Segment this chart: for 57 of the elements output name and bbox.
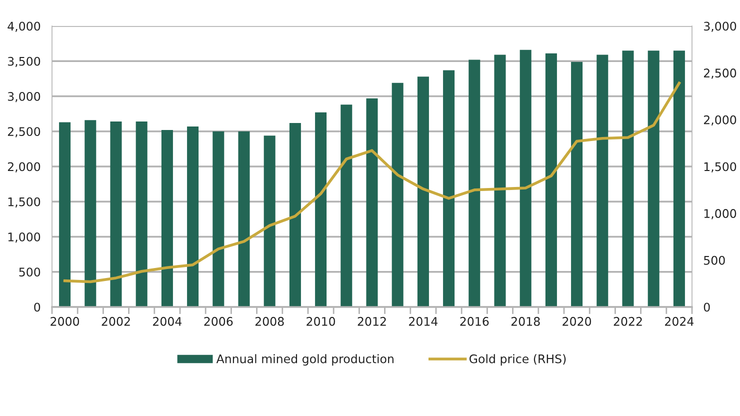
y2-tick-label: 2,500 <box>704 68 736 79</box>
bar <box>443 70 455 307</box>
bar <box>673 50 685 307</box>
y-tick-label: 1,500 <box>8 197 40 208</box>
x-tick-label: 2020 <box>562 316 592 326</box>
bar <box>648 50 660 307</box>
bar <box>340 104 352 307</box>
x-tick-label: 2010 <box>306 316 336 326</box>
bar <box>264 136 276 307</box>
y-tick-label: 2,000 <box>8 162 40 172</box>
bar <box>315 112 327 307</box>
bar <box>596 54 608 307</box>
x-tick-label: 2012 <box>358 316 386 326</box>
bar <box>238 131 250 307</box>
y2-tick-label: 1,500 <box>704 162 736 172</box>
y2-tick-label: 500 <box>704 256 725 265</box>
y-tick-label: 2,500 <box>8 127 40 138</box>
bar <box>392 82 404 307</box>
bar <box>110 122 122 307</box>
bar <box>417 76 429 307</box>
y-tick-label: 0 <box>34 302 40 312</box>
x-tick-label: 2004 <box>153 316 182 326</box>
bar <box>520 50 532 307</box>
bar <box>187 126 199 307</box>
x-tick-label: 2022 <box>614 316 642 326</box>
legend-label: Annual mined gold production <box>216 354 394 366</box>
y-tick-label: 3,000 <box>8 92 40 102</box>
y2-tick-label: 1,000 <box>704 209 736 220</box>
bar <box>84 120 96 307</box>
bar <box>366 98 378 307</box>
bar <box>59 122 71 307</box>
y2-tick-label: 0 <box>704 302 710 312</box>
y-tick-label: 1,000 <box>8 232 40 243</box>
bar <box>289 122 301 307</box>
line-series <box>63 82 681 284</box>
legend-label: Gold price (RHS) <box>470 354 566 366</box>
y2-tick-label: 3,000 <box>704 22 736 32</box>
x-tick-label: 2014 <box>409 316 438 326</box>
y-tick-label: 4,000 <box>8 22 40 32</box>
bar <box>136 122 148 307</box>
x-tick-label: 2008 <box>255 316 284 326</box>
bar <box>571 62 583 307</box>
x-tick-label: 2000 <box>50 316 80 326</box>
y-tick-label: 3,500 <box>8 56 40 67</box>
y2-tick-label: 2,000 <box>704 115 736 126</box>
x-tick-label: 2002 <box>102 316 130 326</box>
y-tick-label: 500 <box>19 268 40 277</box>
bar <box>161 130 173 307</box>
x-tick-label: 2018 <box>511 316 540 326</box>
x-tick-label: 2006 <box>204 316 233 326</box>
x-tick-label: 2024 <box>665 316 694 326</box>
bar <box>468 60 480 307</box>
bar <box>622 50 634 307</box>
bar <box>212 131 224 307</box>
x-tick-label: 2016 <box>460 316 489 326</box>
bar <box>545 53 557 307</box>
bar <box>494 54 506 307</box>
